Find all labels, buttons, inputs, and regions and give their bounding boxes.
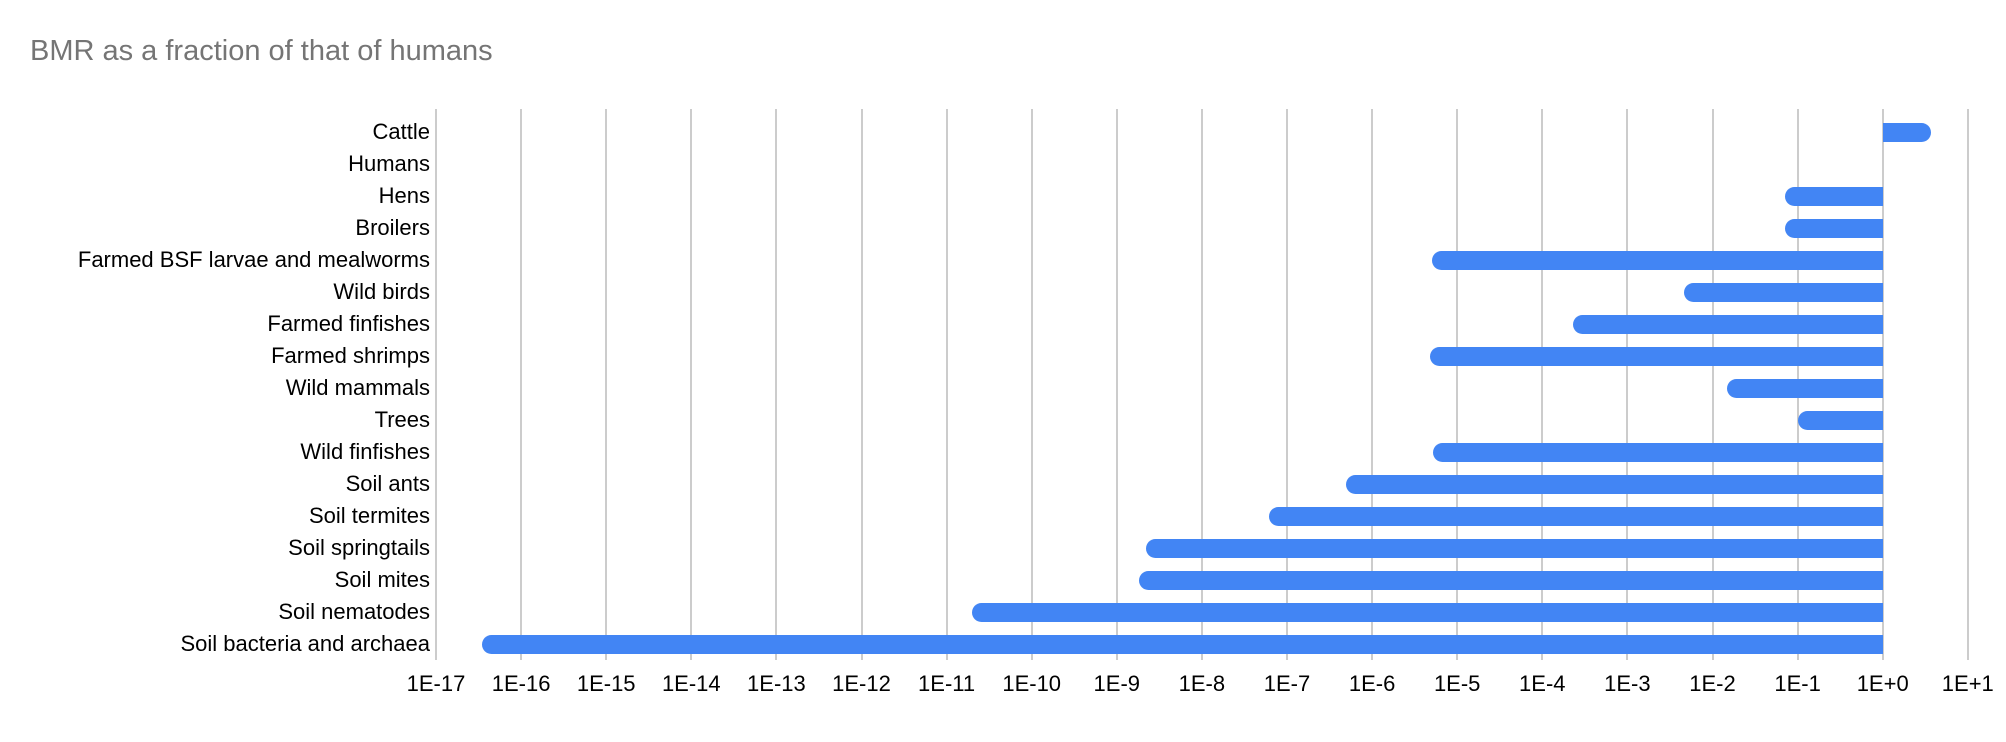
- gridline-1e-8: [1200, 109, 1203, 660]
- x-tick-label: 1E-2: [1689, 671, 1736, 696]
- category-label-farmed-finfishes: Farmed finfishes: [267, 311, 430, 336]
- x-tick-label: 1E-17: [406, 671, 466, 696]
- bar-wild-finfishes[interactable]: [1433, 442, 1883, 462]
- category-label-soil-springtails: Soil springtails: [288, 535, 430, 560]
- gridline-1e-15: [605, 109, 608, 660]
- bar-soil-bacteria-and-archaea[interactable]: [482, 634, 1883, 654]
- category-label-soil-mites: Soil mites: [334, 567, 430, 592]
- gridline-1e-3: [1626, 109, 1629, 660]
- category-label-farmed-bsf-larvae-and-mealworms: Farmed BSF larvae and mealworms: [77, 247, 430, 272]
- gridline-1e-5: [1456, 109, 1459, 660]
- gridline-1e+0: [1881, 109, 1884, 660]
- category-label-soil-nematodes: Soil nematodes: [278, 599, 430, 624]
- x-tick-label: 1E-14: [661, 671, 721, 696]
- gridline-1e+1: [1966, 109, 1969, 660]
- bar-soil-springtails[interactable]: [1145, 538, 1883, 558]
- x-tick-label: 1E-7: [1263, 671, 1311, 696]
- x-tick-label: 1E-11: [918, 671, 976, 696]
- bar-wild-birds[interactable]: [1683, 282, 1883, 302]
- x-tick-label: 1E-13: [747, 671, 806, 696]
- gridline-1e-12: [860, 109, 863, 660]
- bar-farmed-shrimps[interactable]: [1430, 346, 1883, 366]
- bar-soil-termites[interactable]: [1268, 506, 1883, 526]
- gridline-1e-7: [1286, 109, 1288, 660]
- category-label-soil-ants: Soil ants: [345, 471, 430, 496]
- category-label-humans: Humans: [348, 151, 430, 176]
- bar-hens[interactable]: [1785, 186, 1883, 206]
- x-tick-label: 1E+1: [1941, 671, 1994, 696]
- bar-farmed-bsf-larvae-and-mealworms[interactable]: [1432, 250, 1883, 270]
- gridline-1e-10: [1030, 109, 1033, 660]
- x-tick-label: 1E-15: [576, 671, 636, 696]
- chart-title: BMR as a fraction of that of humans: [30, 35, 493, 67]
- x-tick-label: 1E-3: [1604, 671, 1651, 696]
- bar-trees[interactable]: [1797, 410, 1883, 430]
- gridline-1e-16: [520, 109, 523, 660]
- bar-wild-mammals[interactable]: [1727, 378, 1883, 398]
- x-tick-label: 1E-10: [1002, 671, 1062, 696]
- gridline-1e-13: [775, 109, 778, 660]
- category-label-wild-mammals: Wild mammals: [285, 375, 430, 400]
- bar-soil-nematodes[interactable]: [972, 602, 1883, 622]
- x-tick-label: 1E-1: [1774, 671, 1821, 696]
- x-tick-label: 1E-12: [832, 671, 891, 696]
- gridline-1e-17: [435, 109, 437, 660]
- category-label-wild-birds: Wild birds: [333, 279, 430, 304]
- x-tick-label: 1E-5: [1433, 671, 1481, 696]
- category-label-broilers: Broilers: [355, 215, 430, 240]
- bar-soil-ants[interactable]: [1346, 474, 1883, 494]
- x-tick-label: 1E-4: [1519, 671, 1566, 696]
- x-tick-label: 1E-6: [1348, 671, 1396, 696]
- category-label-soil-termites: Soil termites: [308, 503, 430, 528]
- gridline-1e-9: [1115, 109, 1118, 660]
- gridline-1e-14: [690, 109, 693, 660]
- category-label-wild-finfishes: Wild finfishes: [300, 439, 430, 464]
- gridline-1e-4: [1541, 109, 1544, 660]
- x-tick-label: 1E-16: [491, 671, 551, 696]
- x-tick-label: 1E+0: [1856, 671, 1909, 696]
- category-label-trees: Trees: [374, 407, 430, 432]
- x-tick-label: 1E-9: [1093, 671, 1141, 696]
- gridline-1e-2: [1711, 109, 1714, 660]
- bar-farmed-finfishes[interactable]: [1573, 314, 1883, 334]
- bar-cattle[interactable]: [1882, 122, 1932, 142]
- gridline-1e-6: [1371, 109, 1374, 660]
- bar-broilers[interactable]: [1785, 218, 1883, 238]
- category-label-farmed-shrimps: Farmed shrimps: [271, 343, 430, 368]
- category-label-hens: Hens: [378, 183, 430, 208]
- category-label-cattle: Cattle: [372, 119, 430, 144]
- bar-soil-mites[interactable]: [1138, 570, 1883, 590]
- x-tick-label: 1E-8: [1178, 671, 1226, 696]
- gridline-1e-11: [945, 109, 948, 660]
- category-label-soil-bacteria-and-archaea: Soil bacteria and archaea: [180, 631, 431, 656]
